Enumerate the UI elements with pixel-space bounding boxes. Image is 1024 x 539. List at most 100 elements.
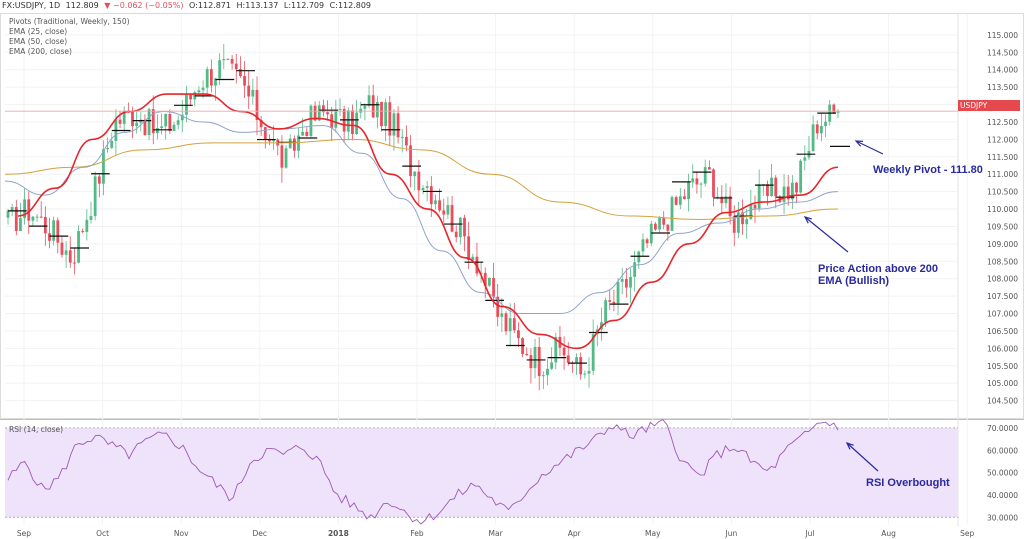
candle-body	[363, 105, 367, 109]
indicator-rsi[interactable]: RSI (14, close)	[9, 425, 64, 434]
candle-body	[500, 313, 504, 317]
candle-body	[703, 167, 707, 184]
candle-body	[450, 205, 454, 232]
price-tick-label: 108.000	[987, 275, 1018, 284]
candle-body	[131, 111, 134, 127]
price-tick-label: 115.000	[987, 31, 1018, 40]
candle-body	[728, 196, 732, 217]
candle-body	[384, 102, 388, 127]
annotation-price-action-line2: EMA (Bullish)	[818, 275, 890, 287]
candle-body	[732, 216, 736, 233]
candle-body	[97, 176, 101, 184]
candle-body	[396, 113, 400, 138]
candle-body	[836, 111, 840, 113]
price-tag-symbol: USDJPY	[960, 101, 988, 110]
symbol-label[interactable]: FX:USDJPY, 1D	[2, 1, 61, 10]
candle-body	[654, 223, 657, 230]
candle-body	[110, 140, 114, 148]
pivot-arrow-head	[854, 140, 864, 147]
candle-body	[380, 101, 383, 127]
pivot-marks	[8, 70, 836, 364]
candle-body	[168, 114, 172, 132]
candle-body	[81, 231, 85, 233]
candle-body	[230, 58, 234, 64]
candle-body	[645, 239, 649, 244]
candle-body	[604, 300, 607, 323]
candle-body	[492, 277, 495, 297]
candle-body	[512, 318, 516, 331]
price-tick-label: 110.000	[987, 205, 1018, 214]
candle-body	[85, 219, 89, 233]
indicator-ema25[interactable]: EMA (25, close)	[9, 27, 68, 36]
price-tick-label: 107.000	[987, 310, 1018, 319]
indicator-pivots[interactable]: Pivots (Traditional, Weekly, 150)	[9, 17, 130, 26]
candle-body	[27, 199, 31, 221]
candle-body	[35, 216, 39, 218]
candle-body	[263, 127, 267, 140]
open-value: O:112.871	[189, 1, 231, 10]
candle-body	[658, 217, 661, 230]
price-tick-label: 112.500	[987, 118, 1018, 127]
price-tick-label: 112.000	[987, 135, 1018, 144]
candle-body	[334, 109, 338, 128]
candle-body	[678, 196, 682, 205]
time-tick-label: Apr	[568, 529, 582, 538]
ema200-line	[4, 138, 839, 220]
time-tick-label: Sep	[960, 529, 974, 538]
price-tick-label: 113.500	[987, 83, 1018, 92]
candle-body	[388, 102, 392, 136]
candle-body	[122, 110, 126, 124]
candle-body	[517, 330, 520, 339]
candle-body	[268, 139, 271, 142]
time-tick-label: Aug	[881, 529, 896, 538]
candle-body	[189, 94, 192, 100]
candle-body	[56, 220, 60, 243]
candle-body	[10, 207, 14, 211]
candle-body	[197, 90, 201, 93]
time-tick-label: Nov	[174, 529, 189, 538]
candle-body	[820, 126, 823, 134]
time-tick-label: Mar	[489, 529, 504, 538]
candle-body	[782, 186, 786, 203]
annotation-weekly-pivot: Weekly Pivot - 111.80	[873, 164, 983, 176]
candle-body	[616, 281, 620, 304]
price-tick-label: 111.500	[987, 153, 1018, 162]
candle-body	[566, 355, 570, 363]
candle-body	[31, 216, 35, 221]
time-tick-label: Oct	[96, 529, 109, 538]
candle-body	[43, 216, 47, 234]
annotation-price-action-line1: Price Action above 200	[818, 263, 939, 275]
indicator-ema50[interactable]: EMA (50, close)	[9, 37, 68, 46]
candle-body	[753, 204, 757, 209]
candle-body	[222, 59, 226, 61]
annotation-rsi-overbought: RSI Overbought	[866, 477, 950, 489]
candle-body	[562, 347, 566, 356]
high-value: H:113.137	[236, 1, 279, 10]
candle-body	[284, 148, 288, 168]
price-tick-label: 109.500	[987, 222, 1018, 231]
candle-body	[239, 69, 242, 77]
candle-body	[288, 138, 292, 149]
price-tick-label: 108.500	[987, 257, 1018, 266]
candle-body	[442, 210, 446, 215]
candle-body	[218, 60, 222, 79]
candle-body	[151, 109, 155, 134]
candle-body	[633, 262, 637, 277]
candle-body	[421, 187, 425, 191]
rsi-band	[5, 427, 958, 518]
candle-body	[118, 119, 122, 124]
candle-body	[39, 216, 43, 218]
candle-body	[375, 101, 379, 118]
main-pane[interactable]	[0, 13, 1024, 419]
candle-body	[405, 136, 408, 146]
candle-body	[716, 196, 720, 198]
time-tick-label: 2018	[328, 529, 349, 538]
rsi-tick-label: 40.0000	[987, 491, 1018, 500]
candle-body	[496, 296, 500, 317]
indicator-ema200[interactable]: EMA (200, close)	[9, 47, 72, 56]
price-tick-label: 114.500	[987, 48, 1018, 57]
candle-body	[537, 346, 541, 377]
candle-body	[583, 373, 587, 375]
candle-body	[587, 370, 591, 374]
